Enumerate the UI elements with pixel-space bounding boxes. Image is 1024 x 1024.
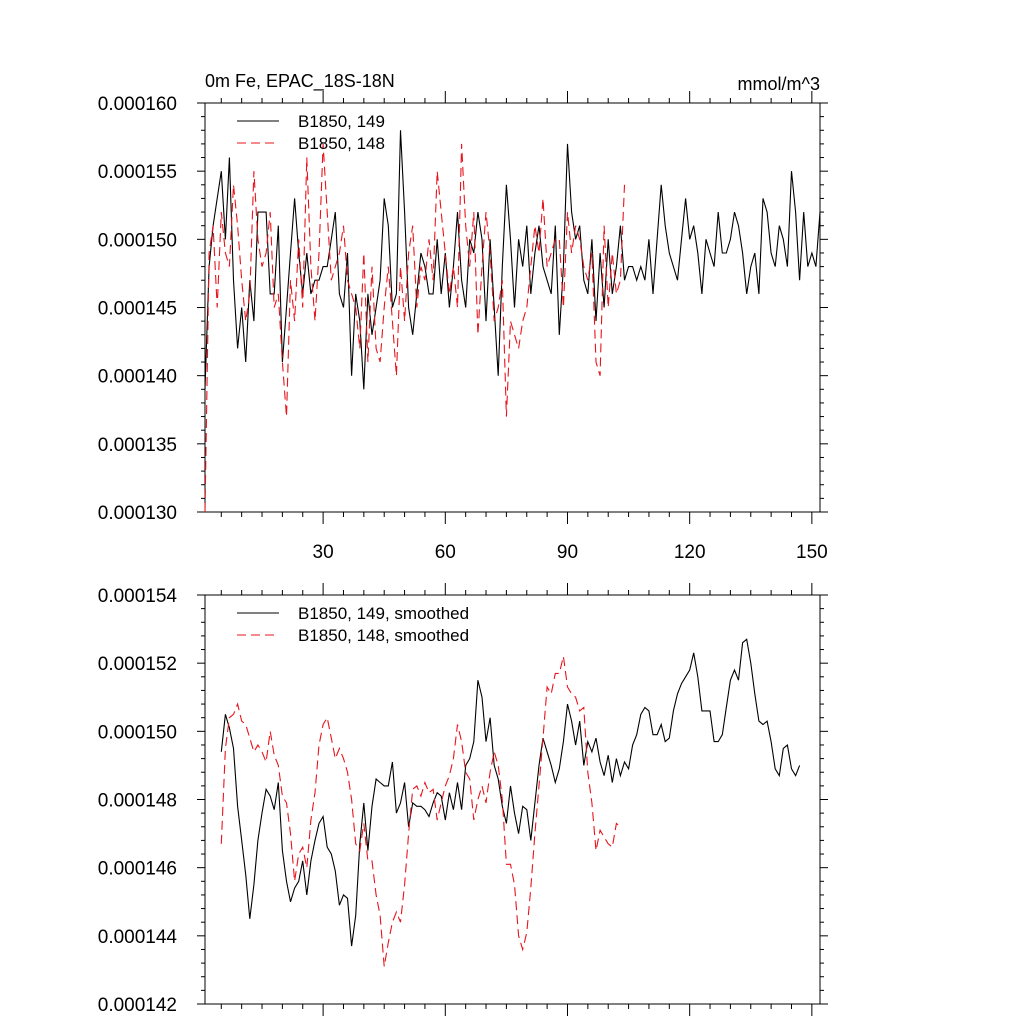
top-panel: 0.000130 0.000135 0.000140 0.000145 0.000150… xyxy=(98,71,828,563)
x-tick-label: 30 xyxy=(313,542,334,563)
series-line-2 xyxy=(204,143,626,513)
legend-label-1: B1850, 149, smoothed xyxy=(298,604,469,623)
y-tick-label: 0.000140 xyxy=(98,367,177,388)
legend-label-2: B1850, 148 xyxy=(298,134,385,153)
y-tick-label: 0.000135 xyxy=(98,435,177,456)
series-line-1 xyxy=(220,638,801,947)
y-tick-label: 0.000154 xyxy=(98,586,178,607)
units-label: mmol/m^3 xyxy=(738,74,820,94)
y-tick-label: 0.000142 xyxy=(98,995,177,1016)
y-tick-label: 0.000144 xyxy=(98,927,178,948)
y-tick-label: 0.000150 xyxy=(98,230,177,251)
legend-label-2: B1850, 148, smoothed xyxy=(298,626,469,645)
plot-frame xyxy=(204,102,821,513)
y-tick-label: 0.000148 xyxy=(98,791,177,812)
y-tick-label: 0.000145 xyxy=(98,299,177,320)
series-line-1 xyxy=(204,130,821,390)
y-tick-label: 0.000152 xyxy=(98,654,177,675)
x-tick-label: 60 xyxy=(435,542,456,563)
series-line-2 xyxy=(220,656,621,967)
y-tick-label: 0.000146 xyxy=(98,859,177,880)
bottom-panel: 0.000142 0.000144 0.000146 0.000148 0.000150… xyxy=(98,583,828,1016)
chart-title: 0m Fe, EPAC_18S-18N xyxy=(205,71,395,92)
y-tick-label: 0.000150 xyxy=(98,722,177,743)
x-tick-label: 150 xyxy=(796,542,828,563)
legend-label-1: B1850, 149 xyxy=(298,112,385,131)
y-tick-label: 0.000155 xyxy=(98,162,177,183)
x-tick-label: 90 xyxy=(557,542,578,563)
x-tick-label: 120 xyxy=(674,542,706,563)
y-tick-label: 0.000130 xyxy=(98,503,177,524)
y-tick-label: 0.000160 xyxy=(98,94,177,115)
